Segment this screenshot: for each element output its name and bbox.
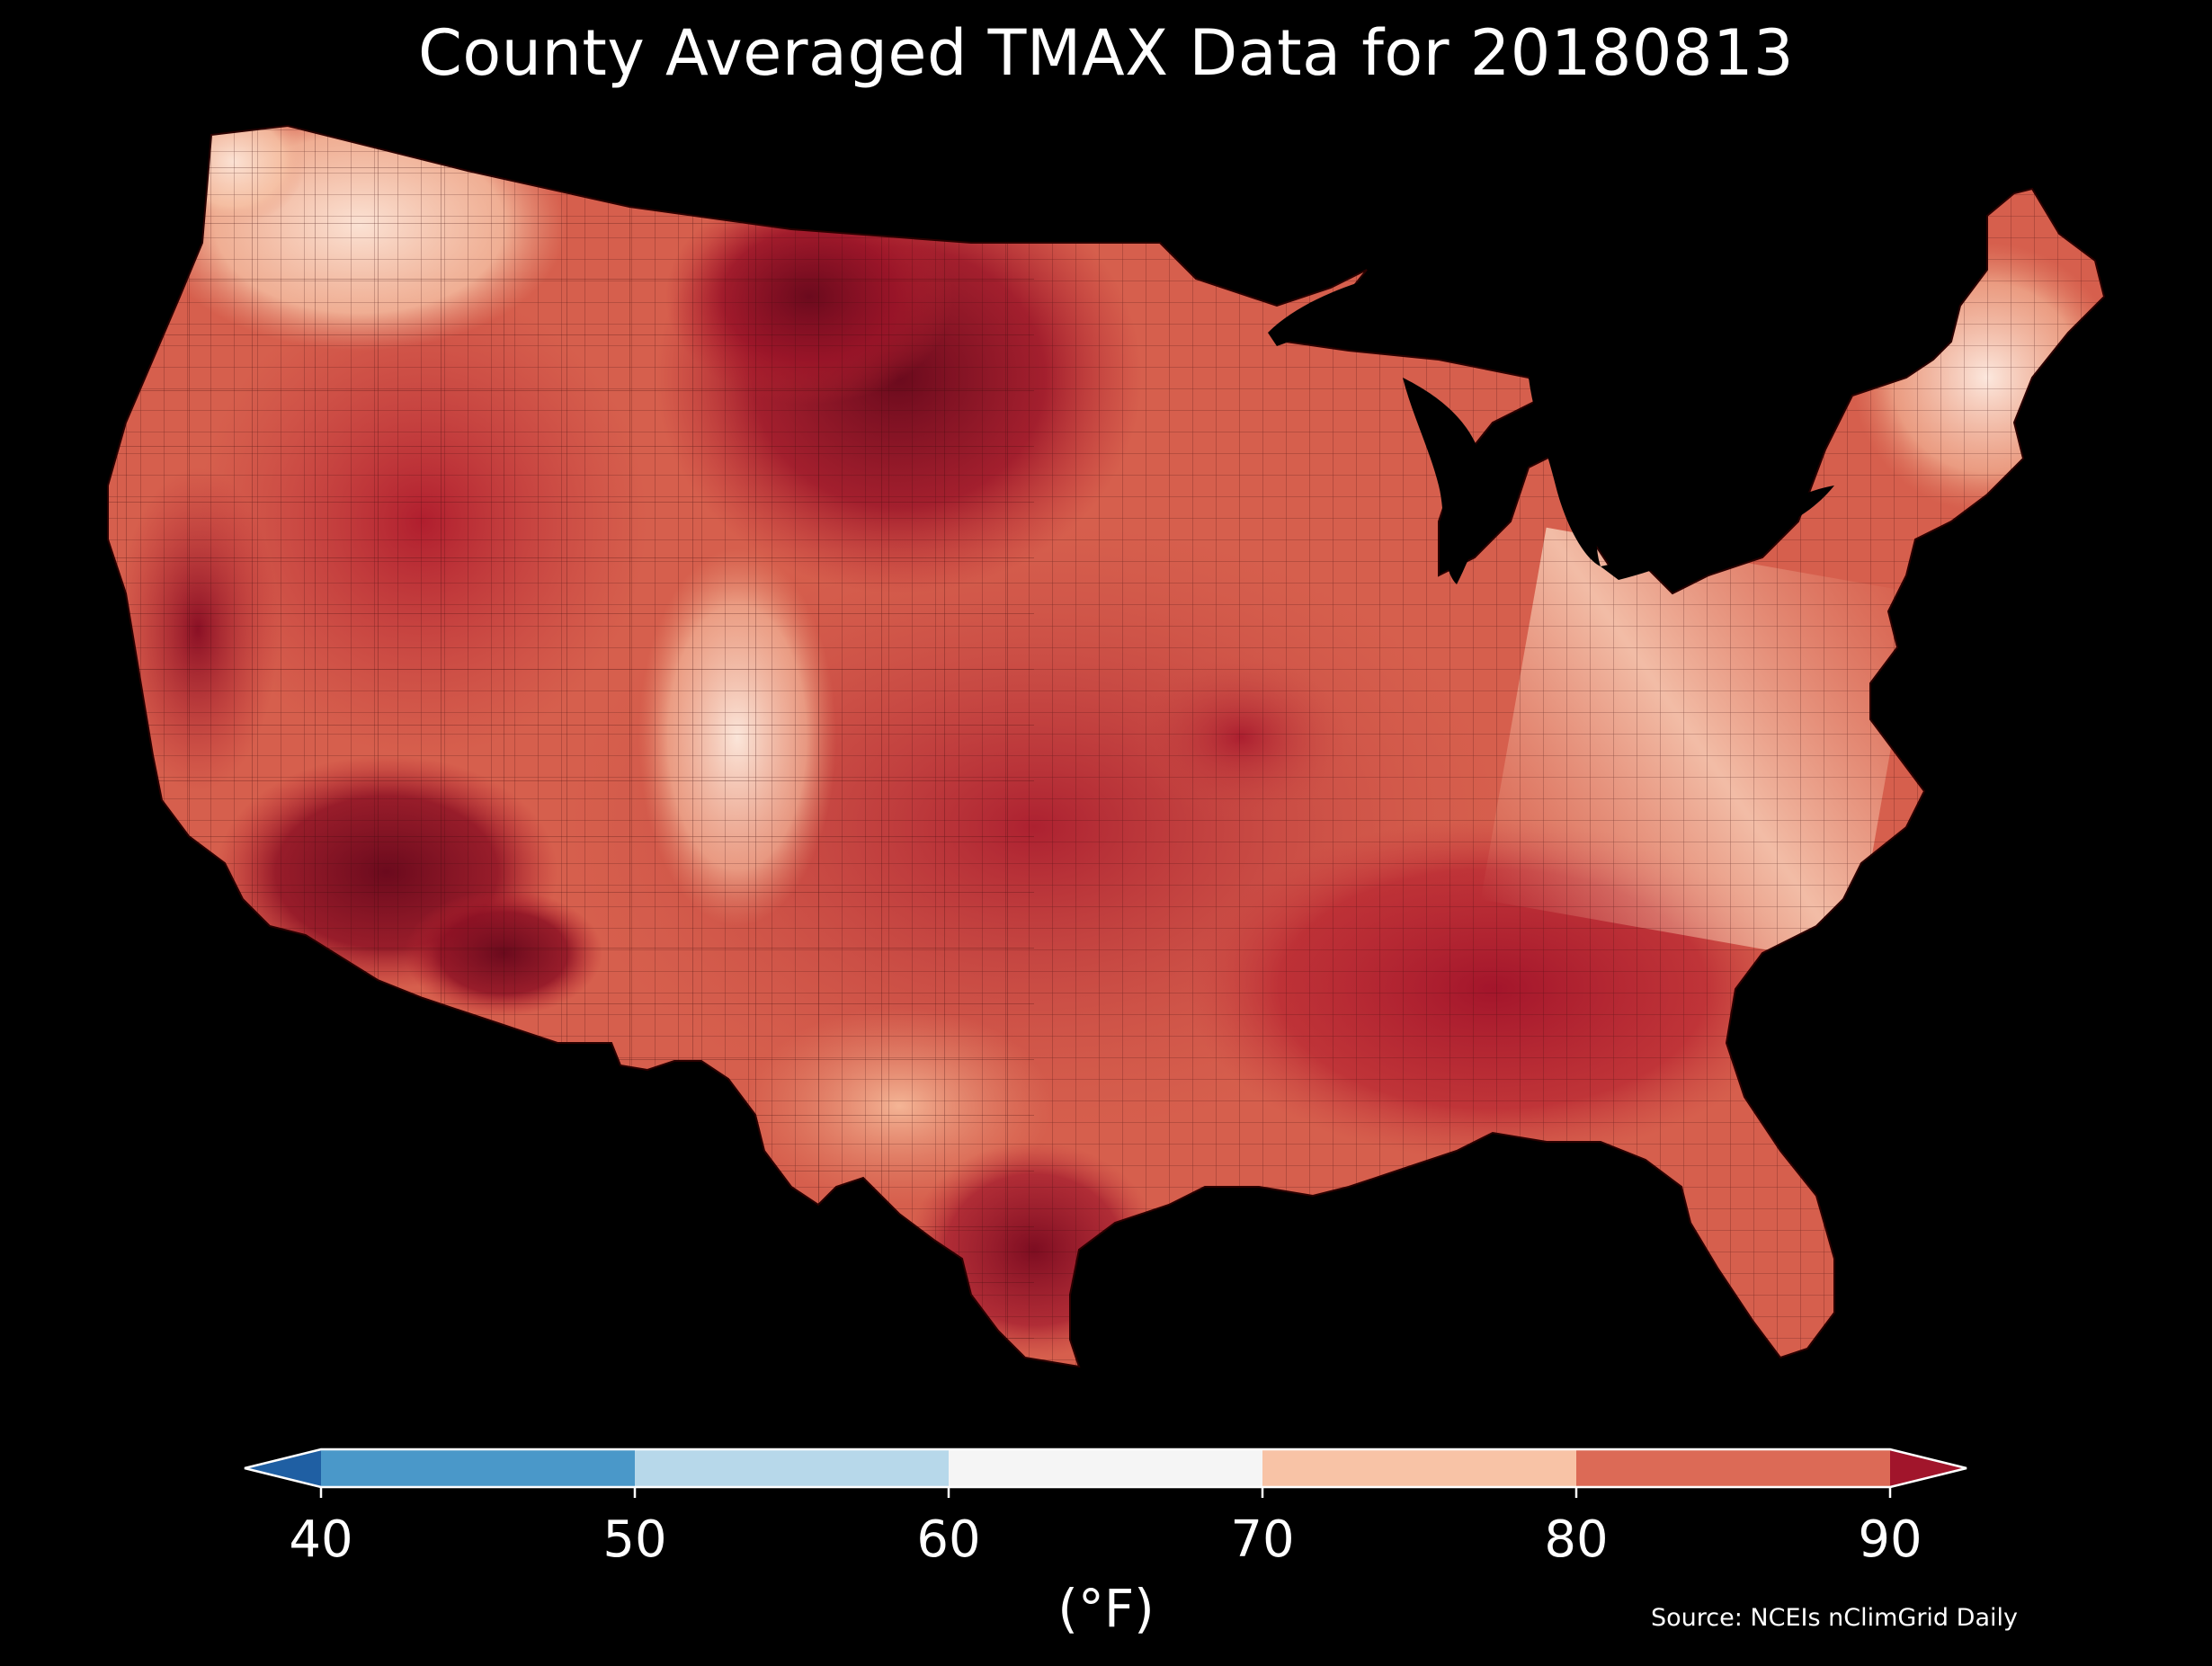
colorbar-bin (1262, 1449, 1577, 1487)
colorbar-under-arrow (245, 1449, 321, 1487)
colorbar-tick-label: 60 (916, 1510, 981, 1569)
colorbar-unit-label: (°F) (1057, 1578, 1155, 1639)
source-credit: Source: NCEIs nClimGrid Daily (1651, 1604, 2018, 1632)
colorbar-tick-label: 70 (1230, 1510, 1295, 1569)
colorbar-bin (949, 1449, 1263, 1487)
colorbar-tick-label: 80 (1544, 1510, 1609, 1569)
map-title: County Averaged TMAX Data for 20180813 (417, 16, 1795, 90)
colorbar-tick-label: 40 (289, 1510, 353, 1569)
colorbar-bin (635, 1449, 950, 1487)
colorbar-tick-label: 90 (1858, 1510, 1922, 1569)
colorbar-bin (321, 1449, 636, 1487)
great-lakes (1268, 270, 1834, 584)
colorbar-over-arrow (1890, 1449, 1967, 1487)
colorbar-tick-label: 50 (602, 1510, 667, 1569)
colorbar-bin (1576, 1449, 1891, 1487)
